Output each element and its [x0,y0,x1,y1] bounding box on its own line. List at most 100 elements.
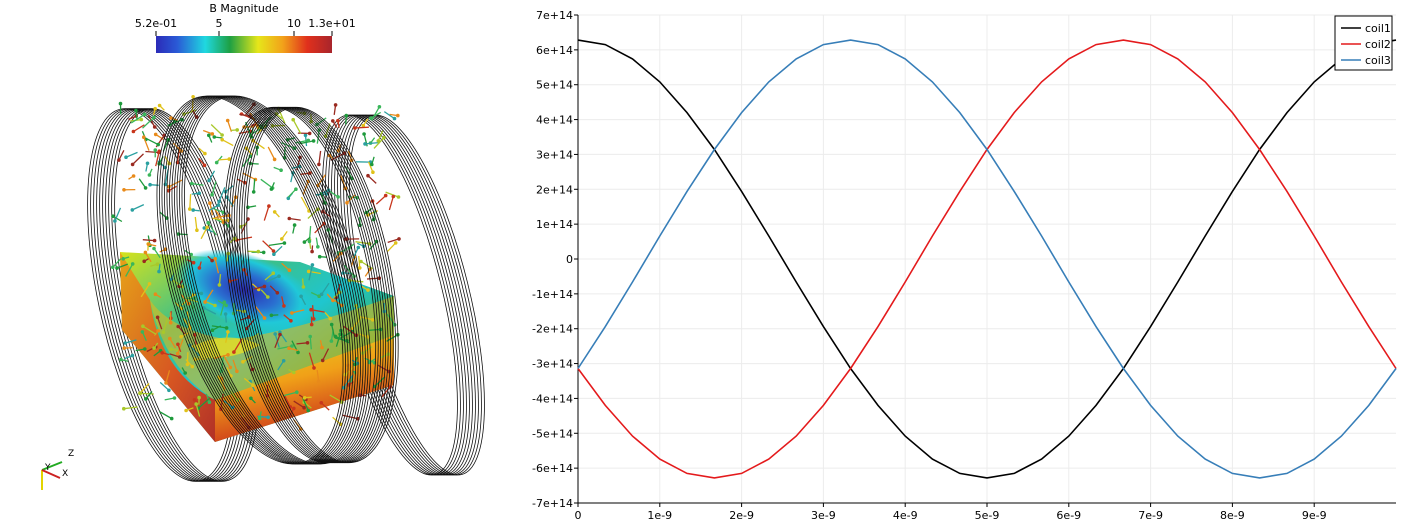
field-arrow [195,217,197,230]
x-tick-label: 2e-9 [729,509,754,522]
field-arrow-head [176,352,180,356]
field-arrow-head [279,168,283,172]
render-canvas[interactable]: B Magnitude 5.2e-01 5 10 1.3e+01 [0,0,520,526]
triad-z-label: Z [68,449,74,459]
field-arrow-head [267,204,271,208]
field-arrow [261,179,273,188]
field-arrow [208,223,216,235]
render-view[interactable]: B Magnitude 5.2e-01 5 10 1.3e+01 [0,0,520,526]
field-arrow-head [198,266,202,270]
field-arrow [293,120,301,134]
field-arrow-head [320,293,324,297]
field-arrow-head [320,346,324,350]
field-arrow-head [162,331,166,335]
field-arrow-head [302,285,306,289]
field-arrow-head [293,223,297,227]
field-arrow-head [225,195,229,199]
field-arrow-head [317,163,321,167]
field-arrow-head [211,132,215,136]
field-arrow-head [121,257,125,261]
field-arrow-head [220,138,224,142]
field-arrow-head [207,179,211,183]
field-arrow-head [273,158,277,162]
field-arrow [222,140,233,146]
field-arrow-head [276,291,280,295]
x-tick-label: 0 [575,509,582,522]
field-arrow-head [303,396,307,400]
field-arrow-head [193,398,197,402]
field-arrow-head [138,392,142,396]
field-arrow-head [124,341,128,345]
field-arrow-head [117,158,121,162]
field-arrow-head [144,397,148,401]
field-arrow-head [288,217,292,221]
field-arrow-head [152,247,156,251]
field-arrow-head [205,226,209,230]
field-arrow-head [197,396,201,400]
y-tick-label: -3e+14 [532,358,573,371]
field-arrow-head [144,186,148,190]
field-arrow-head [173,396,177,400]
field-arrow-head [147,243,151,247]
field-arrow-head [270,187,274,191]
field-arrow-head [299,295,303,299]
field-arrow [133,154,144,165]
y-tick-label: 3e+14 [536,148,573,161]
field-arrow-head [251,383,255,387]
field-arrow-head [131,354,135,358]
field-arrow-head [148,173,152,177]
x-tick-label: 8e-9 [1220,509,1245,522]
field-arrow-head [320,401,324,405]
field-arrow-head [396,114,400,118]
field-arrow-head [317,380,321,384]
field-arrow [268,147,274,160]
field-arrow-head [306,409,310,413]
field-arrow-head [302,406,306,410]
field-arrow-head [132,130,136,134]
x-tick-label: 7e-9 [1138,509,1163,522]
field-arrow-head [176,343,180,347]
field-arrow-head [154,148,158,152]
field-arrow [263,241,274,251]
field-arrow-head [141,330,145,334]
field-arrow-head [307,139,311,143]
field-arrow-head [115,266,119,270]
y-tick-label: 0 [566,253,573,266]
field-arrow-head [353,363,357,367]
field-arrow-head [312,317,316,321]
field-arrow-head [306,341,310,345]
field-arrow-head [144,251,148,255]
field-arrow-head [263,285,267,289]
legend-label-coil1: coil1 [1365,22,1391,35]
x-tick-label: 4e-9 [893,509,918,522]
field-arrow-head [252,190,256,194]
field-arrow-head [131,208,135,212]
x-tick-label: 5e-9 [975,509,1000,522]
field-arrow-head [156,143,160,147]
field-arrow-head [215,161,219,165]
field-arrow-head [154,133,158,137]
field-arrow-head [369,116,373,120]
field-arrow-head [382,136,386,140]
field-arrow-head [329,317,333,321]
field-arrow-head [160,351,164,355]
field-arrow-head [308,132,312,136]
field-arrow-head [157,270,161,274]
field-arrow-head [363,142,367,146]
field-arrow-head [217,203,221,207]
field-arrow-head [371,318,375,322]
field-arrow-head [330,339,334,343]
field-arrow-head [307,270,311,274]
y-tick-label: -6e+14 [532,462,573,475]
triad-x-label: X [62,469,68,479]
field-arrow-head [257,250,261,254]
field-arrow-head [353,126,357,130]
field-arrow [319,151,321,165]
field-arrow-head [282,304,286,308]
y-tick-label: 1e+14 [536,218,573,231]
field-arrow-head [295,390,299,394]
field-arrow-head [321,359,325,363]
field-arrow-head [292,371,296,375]
field-arrow-head [362,132,366,136]
